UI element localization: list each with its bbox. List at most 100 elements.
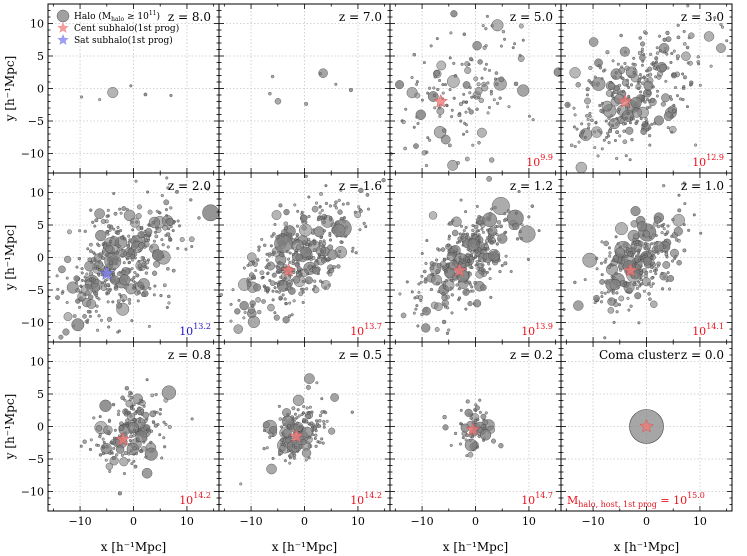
halo-point [317,215,321,219]
halo-point [282,316,290,324]
halo-point [322,229,327,233]
halo-point [637,258,641,262]
redshift-label: z = 0.5 [339,348,382,362]
halo-point [603,240,609,247]
halo-point [154,393,158,397]
halo-point [116,271,122,277]
halo-point [490,207,494,211]
halo-point [147,324,151,328]
halo-point [497,258,501,262]
halo-point [176,246,180,250]
halo-point [666,224,670,228]
halo-point [129,217,140,228]
halo-point [118,229,123,233]
halo-point [481,230,485,234]
panel-11: −10 0 10 z = 0.2 1014.7 [389,341,562,528]
halo-point [58,334,64,340]
halo-point [422,269,427,274]
halo-point [653,216,662,224]
halo-point [145,266,149,270]
halo-point [398,292,402,296]
halo-point [450,10,458,18]
halo-point [447,237,451,241]
halo-point [304,458,308,462]
halo-point [622,129,626,133]
panel-8: z = 1.0 1014.1 [560,172,733,343]
central-subhalo-star [623,262,638,277]
halo-point [585,87,590,92]
halo-point [468,109,474,115]
halo-point [607,82,616,90]
x-tick-label: −10 [410,515,433,528]
halo-point [437,248,441,252]
x-axis-label: x [h⁻¹Mpc] [272,540,338,554]
halo-point [489,241,494,245]
halo-point [445,331,450,335]
halo-point [478,398,482,402]
halo-point [82,314,87,319]
halo-point [672,214,685,227]
halo-point [326,271,330,275]
halo-point [440,247,446,252]
halo-point [357,205,361,209]
halo-point [583,278,587,282]
central-subhalo-star [639,418,654,433]
halo-point [143,265,147,269]
halo-point [150,393,155,398]
halo-point [337,198,341,202]
halo-point [134,253,138,257]
halo-point [108,451,112,455]
halo-point [662,184,666,188]
halo-points [390,10,561,171]
halo-point [600,147,604,151]
halo-point [686,4,690,8]
halo-point [635,286,639,290]
halo-point [273,314,280,321]
halo-point [127,240,131,244]
halo-point [130,395,134,399]
halo-point [626,112,630,116]
halo-point [98,98,102,102]
halo-point [488,68,492,72]
halo-point [435,269,441,275]
halo-point [621,89,625,93]
halo-point [628,121,632,125]
halo-point [611,258,615,262]
halo-point [95,229,107,242]
halo-point [283,459,287,463]
halo-point [613,138,617,143]
halo-point [426,136,430,140]
halo-point [130,319,134,323]
halo-point [670,51,674,55]
halo-point [155,227,162,234]
halo-point [273,311,277,315]
halo-point [167,424,172,429]
halo-point [94,260,104,269]
halo-point [267,263,271,267]
halo-point [136,299,140,303]
halo-point [624,154,628,158]
halo-point [483,67,487,71]
halo-point [588,114,592,118]
halo-point [600,240,604,244]
halo-point [422,306,431,316]
halo-point [436,87,440,92]
halo-point [475,270,484,279]
halo-point [427,138,432,142]
halo-point [322,425,326,429]
halo-point [127,234,131,238]
halo-point [62,328,70,336]
halo-point [665,255,669,259]
halo-point [120,453,125,457]
halo-point [358,228,362,232]
halo-point [178,224,182,228]
host-mass-label: 1014.7 [521,491,553,507]
halo-point [314,201,319,205]
halo-point [465,262,470,267]
halo-point [348,87,353,92]
halo-point [106,316,113,322]
halo-point [372,312,375,315]
halo-point [486,236,490,240]
halo-point [658,34,662,38]
halo-points [80,84,173,102]
